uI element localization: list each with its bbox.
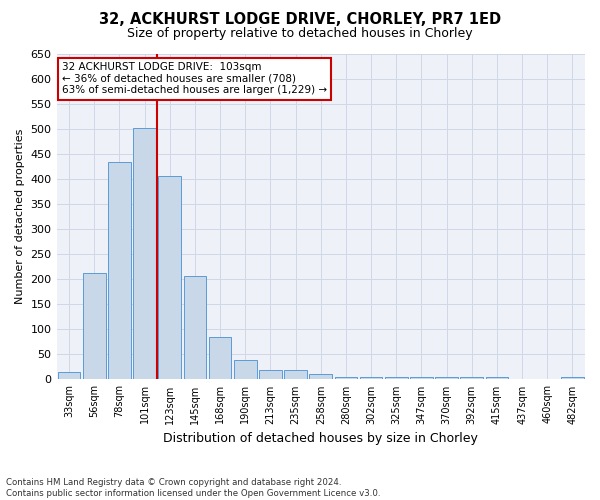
Text: Size of property relative to detached houses in Chorley: Size of property relative to detached ho… bbox=[127, 28, 473, 40]
X-axis label: Distribution of detached houses by size in Chorley: Distribution of detached houses by size … bbox=[163, 432, 478, 445]
Bar bbox=[184, 276, 206, 380]
Text: 32 ACKHURST LODGE DRIVE:  103sqm
← 36% of detached houses are smaller (708)
63% : 32 ACKHURST LODGE DRIVE: 103sqm ← 36% of… bbox=[62, 62, 327, 96]
Bar bbox=[435, 378, 458, 380]
Bar bbox=[536, 379, 559, 380]
Bar bbox=[511, 379, 533, 380]
Bar bbox=[133, 128, 156, 380]
Bar bbox=[83, 274, 106, 380]
Bar bbox=[335, 377, 357, 380]
Bar bbox=[561, 378, 584, 380]
Bar bbox=[234, 360, 257, 380]
Bar bbox=[410, 378, 433, 380]
Text: 32, ACKHURST LODGE DRIVE, CHORLEY, PR7 1ED: 32, ACKHURST LODGE DRIVE, CHORLEY, PR7 1… bbox=[99, 12, 501, 28]
Bar bbox=[385, 378, 407, 380]
Bar bbox=[259, 370, 282, 380]
Y-axis label: Number of detached properties: Number of detached properties bbox=[15, 129, 25, 304]
Bar bbox=[284, 370, 307, 380]
Bar bbox=[460, 378, 483, 380]
Text: Contains HM Land Registry data © Crown copyright and database right 2024.
Contai: Contains HM Land Registry data © Crown c… bbox=[6, 478, 380, 498]
Bar bbox=[158, 176, 181, 380]
Bar bbox=[58, 372, 80, 380]
Bar bbox=[108, 162, 131, 380]
Bar bbox=[310, 374, 332, 380]
Bar bbox=[485, 378, 508, 380]
Bar bbox=[360, 378, 382, 380]
Bar bbox=[209, 337, 232, 380]
